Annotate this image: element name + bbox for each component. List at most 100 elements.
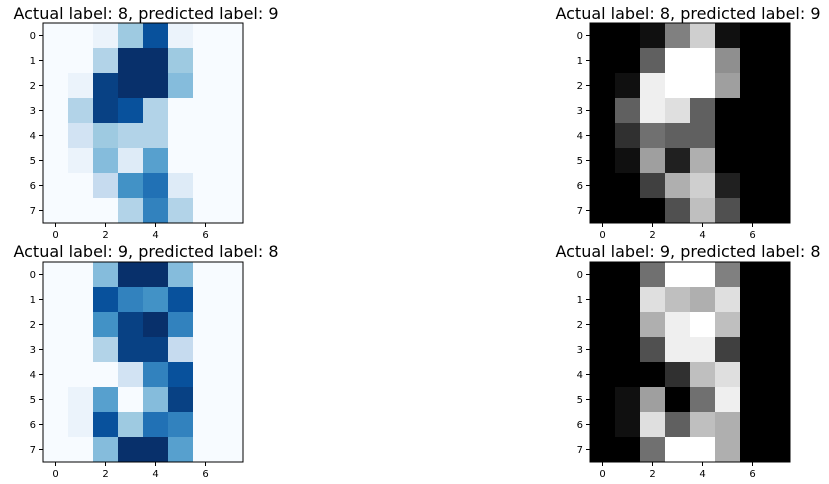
heatmap-cell — [93, 287, 119, 313]
heatmap-cell — [168, 73, 194, 99]
heatmap-cell — [193, 48, 219, 74]
heatmap-cell — [715, 387, 741, 413]
heatmap-cell — [218, 362, 244, 388]
chart-title: Actual label: 9, predicted label: 8 — [13, 242, 278, 261]
heatmap-cell — [168, 98, 194, 124]
heatmap-cell — [615, 98, 641, 124]
heatmap-cell — [590, 198, 616, 224]
heatmap-cell — [93, 437, 119, 463]
heatmap-cell — [640, 362, 666, 388]
heatmap-cell — [43, 98, 69, 124]
heatmap-cell — [93, 262, 119, 288]
heatmap-cell — [143, 362, 169, 388]
heatmap-cell — [43, 48, 69, 74]
heatmap-cell — [590, 148, 616, 174]
heatmap-cell — [168, 262, 194, 288]
y-tick-label: 1 — [577, 56, 583, 67]
heatmap-cell — [640, 123, 666, 149]
heatmap-cell — [168, 387, 194, 413]
heatmap-cell — [765, 173, 791, 199]
heatmap-cell — [43, 262, 69, 288]
heatmap-cell — [68, 412, 94, 438]
heatmap-cell — [193, 148, 219, 174]
x-tick-label: 0 — [599, 469, 605, 480]
heatmap-cell — [143, 173, 169, 199]
y-tick-label: 0 — [577, 31, 583, 42]
heatmap-cell — [118, 362, 144, 388]
heatmap-cell — [665, 48, 691, 74]
heatmap-cell — [193, 173, 219, 199]
heatmap-cell — [68, 437, 94, 463]
heatmap-cell — [43, 198, 69, 224]
heatmap-cell — [218, 148, 244, 174]
heatmap-cell — [690, 123, 716, 149]
heatmap-cell — [640, 437, 666, 463]
heatmap-cell — [740, 73, 766, 99]
heatmap-cell — [193, 362, 219, 388]
y-tick-label: 2 — [30, 81, 36, 92]
heatmap-cell — [193, 312, 219, 338]
y-tick-label: 0 — [30, 270, 36, 281]
heatmap-cell — [715, 337, 741, 363]
heatmap-cell — [765, 73, 791, 99]
heatmap-cell — [93, 387, 119, 413]
y-tick-label: 5 — [577, 395, 583, 406]
heatmap-cell — [740, 312, 766, 338]
heatmap-cell — [218, 312, 244, 338]
heatmap-cell — [118, 387, 144, 413]
y-tick-label: 0 — [577, 270, 583, 281]
y-tick-label: 5 — [30, 156, 36, 167]
heatmap-cell — [765, 148, 791, 174]
heatmap-cell — [143, 198, 169, 224]
heatmap-cell — [640, 73, 666, 99]
heatmap-cell — [118, 262, 144, 288]
heatmap-cell — [615, 173, 641, 199]
chart-title: Actual label: 9, predicted label: 8 — [555, 242, 820, 261]
y-tick-label: 2 — [577, 81, 583, 92]
heatmap-cell — [690, 98, 716, 124]
heatmap-cell — [43, 287, 69, 313]
x-tick-label: 2 — [649, 230, 655, 241]
y-tick-label: 7 — [30, 445, 36, 456]
x-tick-label: 2 — [649, 469, 655, 480]
heatmap-cell — [765, 123, 791, 149]
heatmap-cell — [665, 362, 691, 388]
heatmap-cell — [193, 437, 219, 463]
x-tick-label: 0 — [599, 230, 605, 241]
heatmap-cell — [143, 387, 169, 413]
plot-frame — [42, 261, 244, 463]
heatmap-cell — [68, 312, 94, 338]
heatmap-cell — [93, 23, 119, 49]
heatmap-cell — [765, 262, 791, 288]
heatmap-cell — [68, 98, 94, 124]
plot-frame — [42, 22, 244, 224]
heatmap-cell — [690, 387, 716, 413]
heatmap-cell — [690, 287, 716, 313]
heatmap-cell — [93, 148, 119, 174]
x-tick-label: 4 — [152, 469, 158, 480]
heatmap-cell — [68, 48, 94, 74]
heatmap-cell — [715, 98, 741, 124]
heatmap-cell — [68, 123, 94, 149]
heatmap-cell — [615, 148, 641, 174]
heatmap-cell — [168, 337, 194, 363]
heatmap-cell — [665, 148, 691, 174]
x-tick-label: 2 — [102, 230, 108, 241]
heatmap-cell — [168, 312, 194, 338]
heatmap-cell — [218, 48, 244, 74]
heatmap-cell — [640, 198, 666, 224]
y-tick-label: 5 — [577, 156, 583, 167]
y-tick-label: 6 — [577, 420, 583, 431]
y-tick-label: 4 — [30, 131, 36, 142]
heatmap-cell — [640, 412, 666, 438]
plot-frame — [589, 22, 791, 224]
y-tick-label: 5 — [30, 395, 36, 406]
heatmap-cell — [690, 262, 716, 288]
heatmap-cell — [740, 287, 766, 313]
heatmap-cell — [218, 437, 244, 463]
heatmap-cell — [193, 23, 219, 49]
heatmap-cell — [118, 23, 144, 49]
heatmap-cell — [168, 287, 194, 313]
